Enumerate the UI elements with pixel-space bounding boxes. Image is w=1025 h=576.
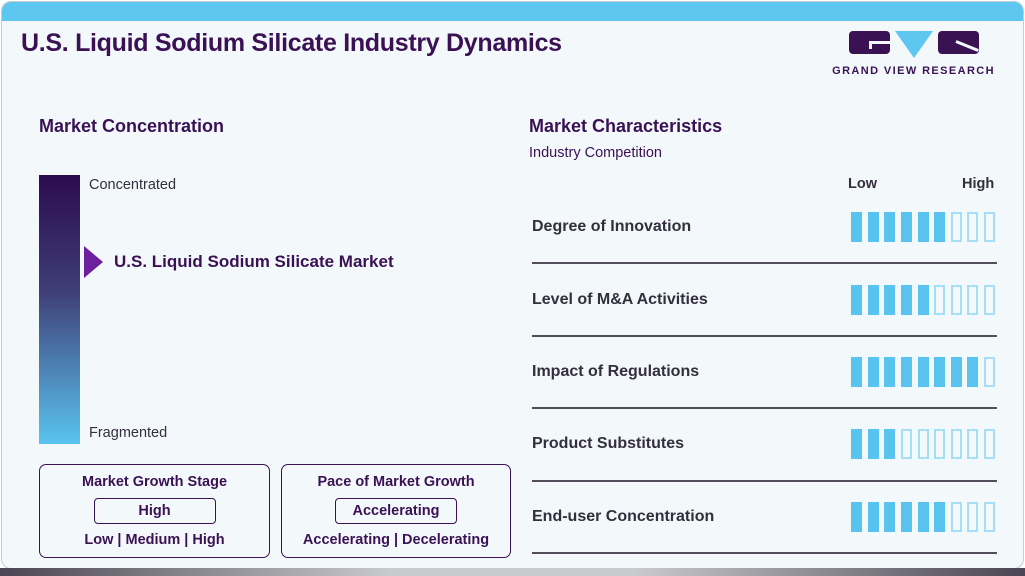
rating-segment-filled — [917, 501, 929, 532]
rating-segment-empty — [984, 429, 995, 460]
rating-segment-filled — [884, 501, 896, 532]
rating-segment-empty — [984, 356, 995, 387]
growth-stage-title: Market Growth Stage — [81, 474, 228, 490]
rating-segment-filled — [934, 356, 946, 387]
market-growth-pace-box: Pace of Market Growth Accelerating Accel… — [281, 464, 511, 558]
rating-segment-empty — [967, 212, 979, 243]
growth-pace-value: Accelerating — [335, 498, 457, 524]
logo-shapes — [848, 31, 979, 58]
concentration-gradient-bar — [39, 175, 80, 444]
page-title: U.S. Liquid Sodium Silicate Industry Dyn… — [21, 29, 562, 57]
logo-r-icon — [937, 31, 979, 54]
rating-segment-empty — [950, 501, 962, 532]
rating-segment-empty — [984, 212, 995, 243]
rating-segment-filled — [851, 212, 863, 243]
characteristics-list: Degree of Innovation Level of M&A Activit… — [532, 192, 997, 554]
rating-segment-filled — [884, 284, 896, 315]
top-accent-bar — [2, 2, 1023, 21]
characteristic-label: Product Substitutes — [532, 435, 685, 453]
rating-bar — [851, 356, 995, 387]
rating-segment-filled — [934, 501, 946, 532]
rating-segment-filled — [851, 356, 863, 387]
rating-segment-empty — [950, 429, 962, 460]
characteristic-label: Level of M&A Activities — [532, 290, 708, 308]
characteristic-label: Impact of Regulations — [532, 362, 700, 380]
rating-segment-filled — [917, 356, 929, 387]
rating-bar — [851, 284, 995, 315]
rating-segment-filled — [867, 429, 879, 460]
rating-bar — [851, 212, 995, 243]
rating-segment-empty — [917, 429, 929, 460]
scale-high-label: High — [962, 176, 995, 192]
market-concentration-heading: Market Concentration — [39, 116, 225, 136]
logo-v-icon — [894, 31, 933, 58]
rating-segment-empty — [934, 429, 946, 460]
rating-segment-filled — [934, 212, 946, 243]
rating-segment-filled — [917, 284, 929, 315]
rating-bar — [851, 501, 995, 532]
market-characteristics-heading: Market Characteristics — [529, 116, 723, 136]
rating-segment-filled — [950, 356, 962, 387]
rating-segment-empty — [901, 429, 913, 460]
rating-segment-filled — [867, 212, 879, 243]
rating-segment-filled — [901, 284, 913, 315]
bottom-edge-strip — [0, 568, 1025, 576]
characteristic-label: End-user Concentration — [532, 507, 715, 525]
market-growth-stage-box: Market Growth Stage High Low | Medium | … — [39, 464, 270, 558]
marker-arrow-icon — [84, 246, 103, 278]
fragmented-label: Fragmented — [89, 425, 168, 441]
gvr-logo: GRAND VIEW RESEARCH — [832, 31, 995, 77]
characteristic-row: Degree of Innovation — [532, 192, 997, 265]
rating-segment-filled — [917, 212, 929, 243]
rating-segment-empty — [967, 429, 979, 460]
scale-low-label: Low — [848, 176, 877, 192]
market-position-marker: U.S. Liquid Sodium Silicate Market — [84, 246, 394, 278]
growth-pace-options: Accelerating | Decelerating — [302, 532, 490, 548]
rating-segment-filled — [901, 212, 913, 243]
rating-segment-filled — [901, 501, 913, 532]
rating-segment-filled — [867, 501, 879, 532]
rating-segment-filled — [867, 284, 879, 315]
rating-segment-filled — [884, 212, 896, 243]
characteristic-row: End-user Concentration — [532, 482, 997, 554]
characteristic-label: Degree of Innovation — [532, 218, 692, 236]
logo-g-icon — [848, 31, 890, 54]
growth-stage-value: High — [93, 498, 216, 524]
rating-segment-filled — [884, 356, 896, 387]
growth-pace-title: Pace of Market Growth — [317, 474, 475, 490]
rating-segment-filled — [851, 429, 863, 460]
rating-segment-empty — [967, 284, 979, 315]
rating-segment-filled — [867, 356, 879, 387]
rating-segment-empty — [950, 212, 962, 243]
rating-segment-filled — [851, 501, 863, 532]
industry-competition-subheading: Industry Competition — [529, 145, 662, 161]
logo-wordmark: GRAND VIEW RESEARCH — [832, 65, 995, 77]
rating-segment-filled — [851, 284, 863, 315]
rating-segment-empty — [934, 284, 946, 315]
rating-segment-empty — [967, 501, 979, 532]
characteristic-row: Product Substitutes — [532, 409, 997, 482]
market-position-label: U.S. Liquid Sodium Silicate Market — [114, 252, 394, 271]
growth-stage-options: Low | Medium | High — [84, 532, 225, 548]
rating-segment-filled — [901, 356, 913, 387]
rating-segment-empty — [984, 284, 995, 315]
concentrated-label: Concentrated — [89, 177, 177, 193]
rating-segment-filled — [967, 356, 979, 387]
rating-segment-empty — [950, 284, 962, 315]
rating-segment-filled — [884, 429, 896, 460]
characteristic-row: Level of M&A Activities — [532, 264, 997, 337]
characteristic-row: Impact of Regulations — [532, 337, 997, 410]
rating-bar — [851, 429, 995, 460]
rating-segment-empty — [984, 501, 995, 532]
